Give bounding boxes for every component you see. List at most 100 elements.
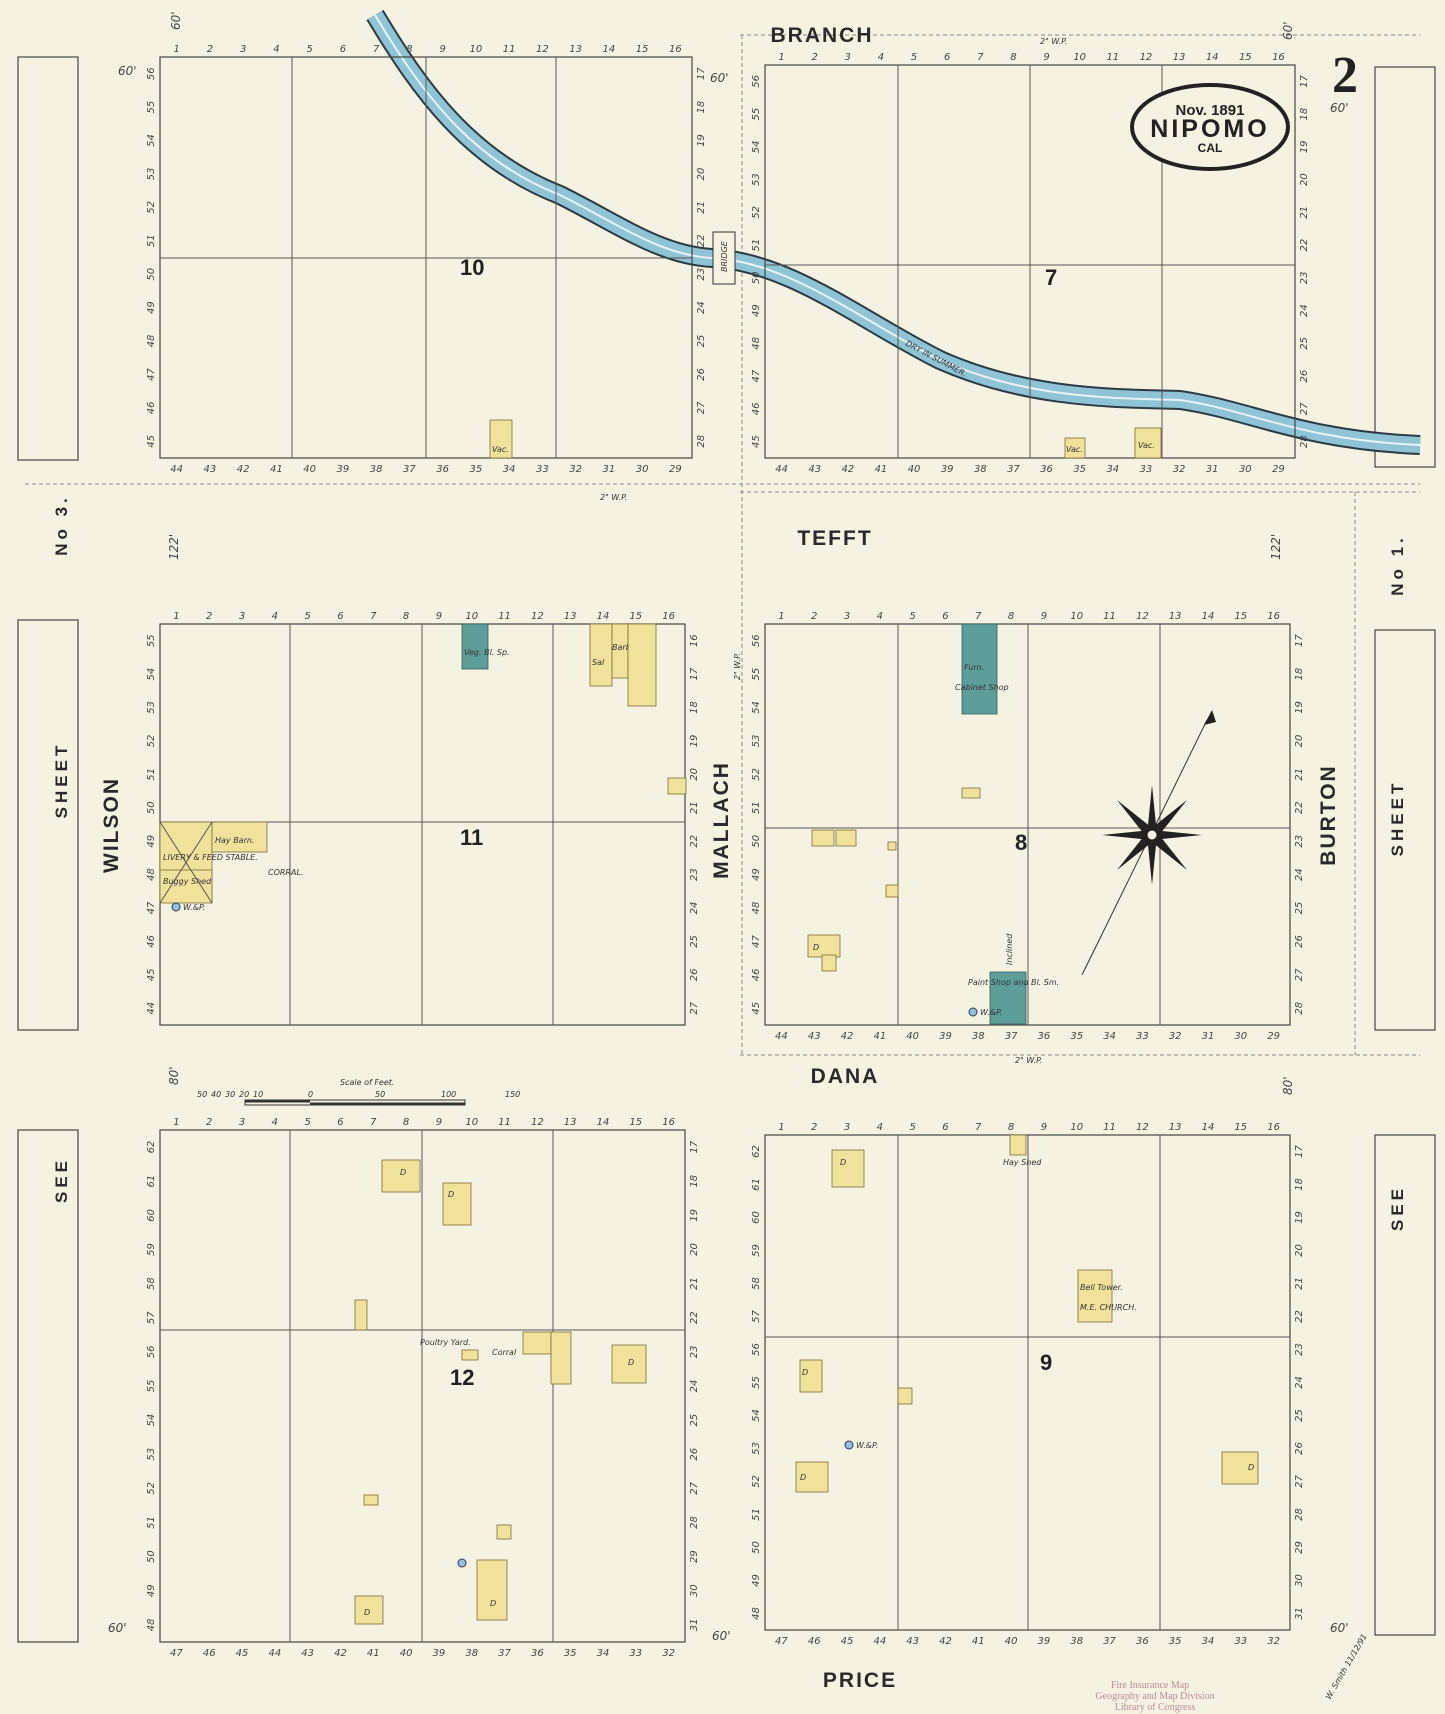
lot-number: 22 xyxy=(689,1311,700,1324)
lot-number: 29 xyxy=(669,464,682,475)
scale-tick: 10 xyxy=(253,1090,263,1099)
lot-number: 48 xyxy=(146,1619,157,1632)
right-sheet: SHEET xyxy=(1388,780,1407,857)
svg-text:60': 60' xyxy=(1281,21,1295,40)
lot-number: 9 xyxy=(1041,1122,1047,1133)
dwelling: D xyxy=(354,1595,384,1625)
lot-number: 11 xyxy=(498,1117,511,1128)
stable xyxy=(522,1331,552,1355)
wp-label: W.&P. xyxy=(856,1441,878,1450)
lot-number: 6 xyxy=(942,611,948,622)
lot-number: 18 xyxy=(1299,108,1310,121)
lot-number: 51 xyxy=(751,239,762,252)
lot-number: 49 xyxy=(146,835,157,848)
lot-number: 19 xyxy=(689,735,700,748)
lot-number: 8 xyxy=(403,1117,409,1128)
lot-number: 7 xyxy=(370,1117,377,1128)
lot-number: 33 xyxy=(1140,464,1153,475)
scale-tick: 50 xyxy=(375,1090,385,1099)
lot-number: 52 xyxy=(146,1482,157,1495)
lot-number: 40 xyxy=(400,1648,413,1659)
lot-number: 20 xyxy=(696,168,707,181)
lot-number: 20 xyxy=(1294,735,1305,748)
svg-text:80': 80' xyxy=(167,1066,181,1085)
lot-number: 44 xyxy=(146,1002,157,1015)
church: M.E. CHURCH. xyxy=(1077,1269,1137,1323)
lot-number: 26 xyxy=(696,368,707,381)
signature: W. Smith 11/12/91 xyxy=(1324,1632,1369,1701)
store xyxy=(627,623,657,707)
lot-number: 2 xyxy=(811,611,817,622)
bridge-label: BRIDGE xyxy=(720,240,729,272)
lot-number: 54 xyxy=(751,701,762,714)
paint-shop: Paint Shop and Bl. Sm. xyxy=(968,971,1059,1025)
lot-number: 3 xyxy=(844,611,850,622)
lot-number: 31 xyxy=(689,1619,700,1632)
lot-number: 14 xyxy=(1202,611,1215,622)
lot-number: 52 xyxy=(751,768,762,781)
lot-number: 36 xyxy=(1136,1636,1149,1647)
lot-number: 11 xyxy=(1106,52,1119,63)
lot-number: 8 xyxy=(406,44,412,55)
lot-number: 47 xyxy=(751,934,762,947)
lot-number: 46 xyxy=(751,969,762,982)
lot-number: 4 xyxy=(877,611,883,622)
lot-number: 50 xyxy=(751,1541,762,1554)
lot-number: 22 xyxy=(696,234,707,247)
lot-number: 27 xyxy=(696,401,707,414)
lot-number: 18 xyxy=(1294,668,1305,681)
lot-number: 38 xyxy=(972,1031,985,1042)
vacant-building: Vac. xyxy=(489,419,513,459)
scale-of-feet: Scale of Feet. 50 40 30 20 10 0 50 100 150 xyxy=(197,1078,520,1106)
lot-number: 37 xyxy=(1007,464,1020,475)
dwelling-label: D xyxy=(800,1473,806,1482)
lot-number: 30 xyxy=(689,1584,700,1597)
lot-number: 37 xyxy=(403,464,416,475)
lot-number: 3 xyxy=(240,44,246,55)
lot-number: 49 xyxy=(751,868,762,881)
lot-number: 13 xyxy=(1169,1122,1182,1133)
lot-number: 6 xyxy=(337,611,343,622)
left-sheet: SHEET xyxy=(52,742,71,819)
lot-number: 58 xyxy=(146,1277,157,1290)
lot-number: 62 xyxy=(146,1141,157,1154)
lot-number: 27 xyxy=(689,1481,700,1494)
lot-number: 30 xyxy=(1239,464,1252,475)
dwelling: D xyxy=(807,934,841,958)
lot-number: 12 xyxy=(1136,611,1149,622)
lot-number: 56 xyxy=(146,67,157,80)
lot-number: 4 xyxy=(273,44,279,55)
lot-number: 16 xyxy=(1267,1122,1280,1133)
dwelling-label: D xyxy=(448,1190,454,1199)
lot-number: 13 xyxy=(564,1117,577,1128)
lot-number: 7 xyxy=(370,611,377,622)
lot-number: 21 xyxy=(696,201,707,214)
lot-number: 12 xyxy=(1140,52,1153,63)
scale-tick: 40 xyxy=(211,1090,221,1099)
lot-number: 40 xyxy=(1005,1636,1018,1647)
lot-number: 31 xyxy=(1294,1607,1305,1620)
lot-number: 47 xyxy=(170,1648,183,1659)
lot-number: 19 xyxy=(1294,701,1305,714)
lot-number: 19 xyxy=(696,134,707,147)
lot-number: 45 xyxy=(146,435,157,448)
lot-number: 45 xyxy=(841,1636,854,1647)
vacant-building: Vac. xyxy=(1134,427,1162,459)
water-plug-icon xyxy=(844,1440,854,1450)
lot-number: 1 xyxy=(173,611,179,622)
lot-number: 5 xyxy=(304,1117,310,1128)
lot-number: 24 xyxy=(1294,1376,1305,1389)
svg-text:60': 60' xyxy=(712,1629,731,1643)
lot-number: 53 xyxy=(146,168,157,181)
lot-number: 38 xyxy=(1070,1636,1083,1647)
svg-text:2" W.P.: 2" W.P. xyxy=(733,653,742,680)
lot-number: 8 xyxy=(1010,52,1016,63)
right-sheet-num: No 1. xyxy=(1388,534,1407,596)
lot-number: 30 xyxy=(1294,1574,1305,1587)
lot-number: 39 xyxy=(1038,1636,1051,1647)
lot-number: 56 xyxy=(751,75,762,88)
lot-number: 55 xyxy=(751,108,762,121)
lot-number: 4 xyxy=(877,1122,883,1133)
lot-number: 29 xyxy=(689,1550,700,1563)
lot-number: 28 xyxy=(1294,1002,1305,1015)
